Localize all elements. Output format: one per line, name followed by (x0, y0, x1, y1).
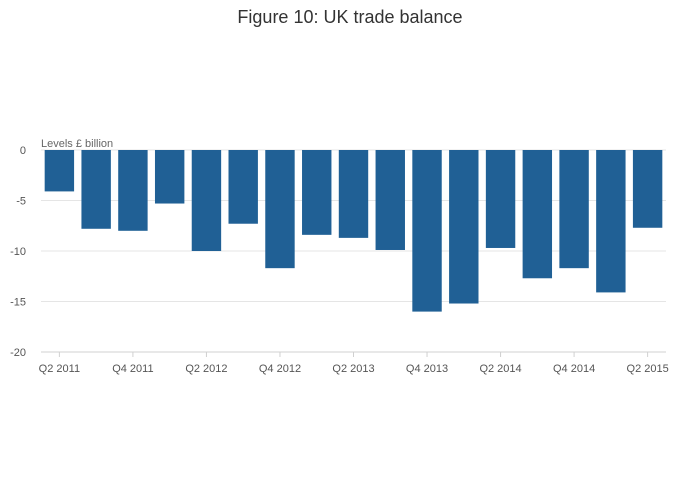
y-tick-label: -15 (10, 297, 26, 309)
y-tick-label: -20 (10, 347, 26, 359)
bar (81, 150, 111, 229)
x-tick-label: Q2 2014 (479, 363, 521, 375)
bar (559, 150, 589, 269)
bar (191, 150, 222, 251)
bars (44, 150, 663, 312)
bar (375, 150, 405, 250)
bar (338, 150, 369, 238)
y-tick-label: -10 (10, 246, 26, 258)
y-tick-label: 0 (20, 145, 26, 157)
x-tick-label: Q4 2012 (259, 363, 301, 375)
x-tick-label: Q2 2011 (39, 363, 80, 375)
x-tick-label: Q2 2015 (627, 363, 669, 375)
x-tick-label: Q4 2014 (553, 363, 595, 375)
y-tick-label: -5 (16, 196, 26, 208)
bar (118, 150, 148, 231)
x-tick-label: Q2 2012 (185, 363, 227, 375)
bar (265, 150, 295, 269)
bar (449, 150, 479, 304)
units-label: Levels £ billion (41, 138, 113, 150)
bar (154, 150, 185, 204)
bar (632, 150, 663, 228)
x-tick-label: Q4 2013 (406, 363, 448, 375)
bar (412, 150, 442, 312)
bar (485, 150, 516, 248)
bar (302, 150, 332, 235)
axes: 0 -5 -10 -15 -20 Q2 2011 Q4 2011 Q2 2012 Q4 2012… (10, 145, 669, 375)
bar (596, 150, 626, 293)
bar (228, 150, 258, 224)
x-tick-label: Q4 2011 (112, 363, 153, 375)
x-tick-label: Q2 2013 (332, 363, 374, 375)
chart-title: Figure 10: UK trade balance (237, 7, 462, 27)
bar (44, 150, 75, 192)
bar (522, 150, 553, 279)
